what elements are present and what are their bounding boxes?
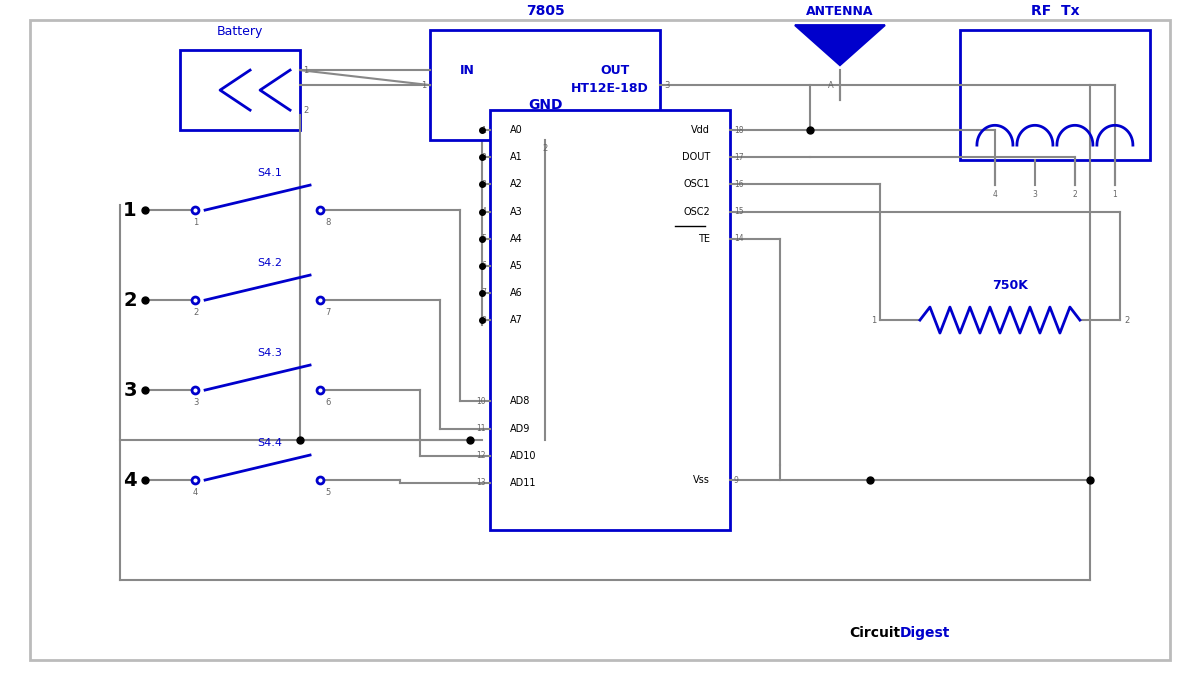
Text: S4.4: S4.4 [258,438,282,448]
Text: A6: A6 [510,288,523,298]
Text: 15: 15 [734,207,744,216]
Text: 2: 2 [1073,190,1078,199]
Text: IN: IN [460,64,475,77]
Text: 2: 2 [481,153,486,162]
Text: AD9: AD9 [510,424,530,434]
Text: 1: 1 [193,218,198,227]
Text: 18: 18 [734,126,744,135]
Text: 13: 13 [476,479,486,488]
Text: A2: A2 [510,180,523,190]
Text: HT12E-18D: HT12E-18D [571,82,649,95]
Text: 3: 3 [481,180,486,189]
Text: 4: 4 [193,488,198,497]
Text: 1: 1 [871,316,876,324]
Text: 1: 1 [421,81,426,90]
Polygon shape [794,25,884,65]
Text: A7: A7 [510,315,523,325]
Text: 17: 17 [734,153,744,162]
Text: ANTENNA: ANTENNA [806,5,874,18]
Text: 3: 3 [664,81,670,90]
Text: 7805: 7805 [526,4,564,18]
Text: 2: 2 [124,290,137,309]
Bar [180,50,300,130]
Text: AD8: AD8 [510,396,530,407]
Text: 1: 1 [304,66,308,75]
Bar [490,110,730,530]
Text: 3: 3 [193,398,198,407]
Text: 2: 2 [542,144,547,153]
Text: 10: 10 [476,397,486,406]
Text: 1: 1 [124,201,137,220]
Text: 2: 2 [1124,316,1129,324]
Text: 4: 4 [124,471,137,490]
Text: 14: 14 [734,234,744,243]
Text: A: A [828,81,834,90]
Text: RF  Tx: RF Tx [1031,4,1079,18]
Text: 1: 1 [1112,190,1117,199]
Text: 8: 8 [481,316,486,324]
Text: 3: 3 [124,381,137,400]
Text: 6: 6 [481,261,486,270]
Text: 2: 2 [193,308,198,317]
Text: AD10: AD10 [510,451,536,461]
Text: A5: A5 [510,261,523,271]
Text: Vdd: Vdd [691,125,710,135]
Text: 16: 16 [734,180,744,189]
Text: DOUT: DOUT [682,152,710,163]
Text: OUT: OUT [601,64,630,77]
Text: 2: 2 [304,105,308,115]
Text: 7: 7 [481,288,486,297]
Text: 9: 9 [734,475,739,485]
Text: 5: 5 [481,234,486,243]
Text: 1: 1 [481,126,486,135]
Text: 6: 6 [325,398,330,407]
Text: S4.2: S4.2 [258,258,282,268]
Text: OSC2: OSC2 [683,207,710,216]
Text: Digest: Digest [900,626,950,640]
Text: 4: 4 [481,207,486,216]
Text: TE: TE [698,234,710,243]
Text: 8: 8 [325,218,330,227]
Text: A1: A1 [510,152,523,163]
Text: 3: 3 [1032,190,1037,199]
Text: 11: 11 [476,424,486,433]
Text: GND: GND [528,98,563,112]
Text: Vss: Vss [694,475,710,485]
Text: S4.3: S4.3 [258,348,282,358]
Text: A3: A3 [510,207,523,216]
Text: Battery: Battery [217,25,263,38]
Text: 750K: 750K [992,279,1028,292]
Text: A0: A0 [510,125,523,135]
Text: 12: 12 [476,452,486,460]
Bar [960,30,1150,160]
Text: OSC1: OSC1 [683,180,710,190]
Text: S4.1: S4.1 [258,168,282,178]
Bar [430,30,660,140]
Text: 5: 5 [325,488,330,497]
Text: Circuit: Circuit [848,626,900,640]
Text: 4: 4 [992,190,997,199]
Text: A4: A4 [510,234,523,243]
Text: AD11: AD11 [510,478,536,488]
Text: 7: 7 [325,308,330,317]
